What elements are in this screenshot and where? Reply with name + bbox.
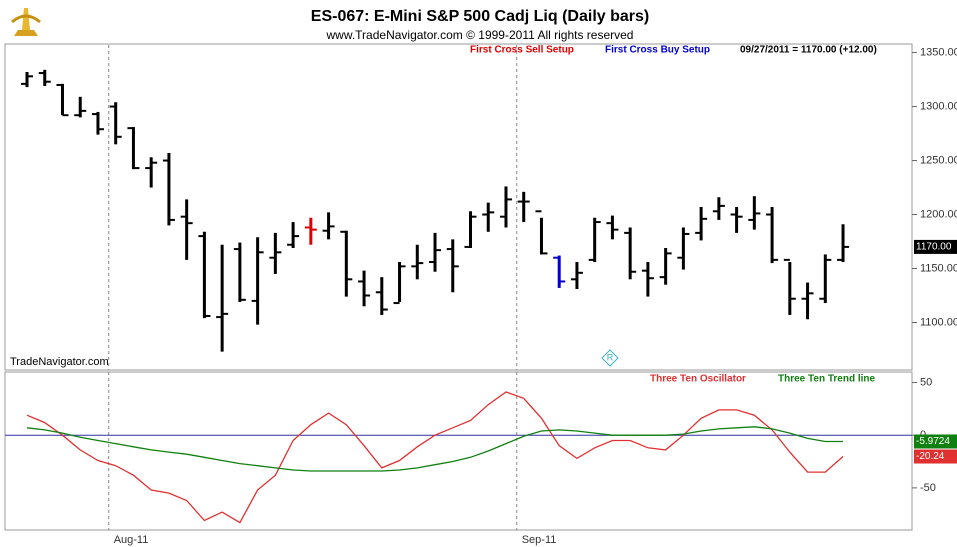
subtitle: www.TradeNavigator.com © 1999-2011 All r… bbox=[326, 28, 634, 42]
annotation: 09/27/2011 = 1170.00 (+12.00) bbox=[740, 45, 877, 56]
chart-title: ES-067: E-Mini S&P 500 Cadj Liq (Daily b… bbox=[311, 8, 649, 25]
y-tick-label: 50 bbox=[920, 376, 932, 388]
y-tick-label: -50 bbox=[920, 482, 936, 494]
y-tick-label: 1250.00 bbox=[920, 154, 957, 166]
logo bbox=[11, 8, 41, 36]
watermark: TradeNavigator.com bbox=[10, 356, 109, 368]
series-line bbox=[26, 426, 843, 472]
x-tick-label: Sep-11 bbox=[522, 534, 557, 546]
y-tick-label: 1200.00 bbox=[920, 208, 957, 220]
legend-entry: Three Ten Trend line bbox=[778, 374, 875, 385]
last-value-box bbox=[914, 434, 957, 449]
last-value-label: -20.24 bbox=[916, 451, 945, 462]
x-tick-label: Aug-11 bbox=[114, 534, 149, 546]
y-tick-label: 1150.00 bbox=[920, 262, 957, 274]
r-icon: R bbox=[601, 349, 619, 367]
legend-entry: First Cross Buy Setup bbox=[605, 45, 710, 56]
last-price-box bbox=[914, 239, 957, 254]
price-panel bbox=[4, 43, 913, 371]
series-line bbox=[26, 391, 844, 524]
y-tick-label: 1300.00 bbox=[920, 100, 957, 112]
legend-entry: Three Ten Oscillator bbox=[650, 374, 746, 385]
last-value-box bbox=[914, 449, 957, 464]
svg-text:R: R bbox=[607, 352, 614, 362]
y-tick-label: 1100.00 bbox=[920, 316, 957, 328]
last-price-label: 1170.00 bbox=[916, 242, 952, 253]
y-tick-label: 1350.00 bbox=[920, 46, 957, 58]
last-value-label: -5.9724 bbox=[916, 436, 950, 447]
legend-entry: First Cross Sell Setup bbox=[470, 45, 574, 56]
oscillator-panel bbox=[4, 371, 913, 531]
